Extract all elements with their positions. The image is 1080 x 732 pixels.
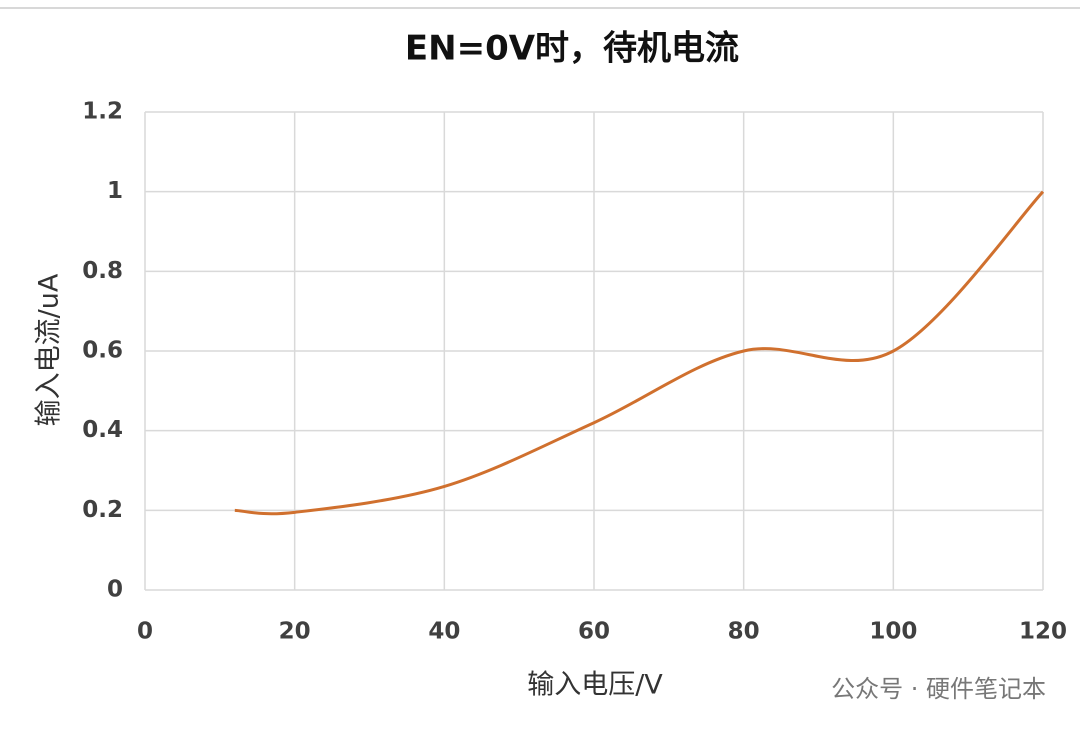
chart-title: EN=0V时，待机电流 [405, 29, 739, 69]
y-tick-label: 0.6 [82, 338, 123, 364]
x-tick-label: 120 [1019, 619, 1067, 645]
y-tick-label: 1 [107, 178, 123, 204]
y-tick-label: 1.2 [82, 99, 123, 125]
y-tick-label: 0 [107, 577, 123, 603]
data-line [234, 190, 1045, 516]
x-axis-label: 输入电压/V [527, 670, 663, 701]
y-tick-label: 0.8 [82, 258, 123, 284]
y-tick-label: 0.4 [82, 417, 123, 443]
y-axis-label: 输入电流/uA [34, 273, 65, 426]
watermark: 公众号 · 硬件笔记本 [831, 675, 1046, 703]
x-tick-label: 20 [279, 619, 311, 645]
x-tick-label: 40 [428, 619, 460, 645]
x-tick-label: 80 [728, 619, 760, 645]
x-tick-label: 0 [137, 619, 153, 645]
x-tick-label: 100 [869, 619, 917, 645]
x-tick-label: 60 [578, 619, 610, 645]
y-tick-label: 0.2 [82, 497, 123, 523]
